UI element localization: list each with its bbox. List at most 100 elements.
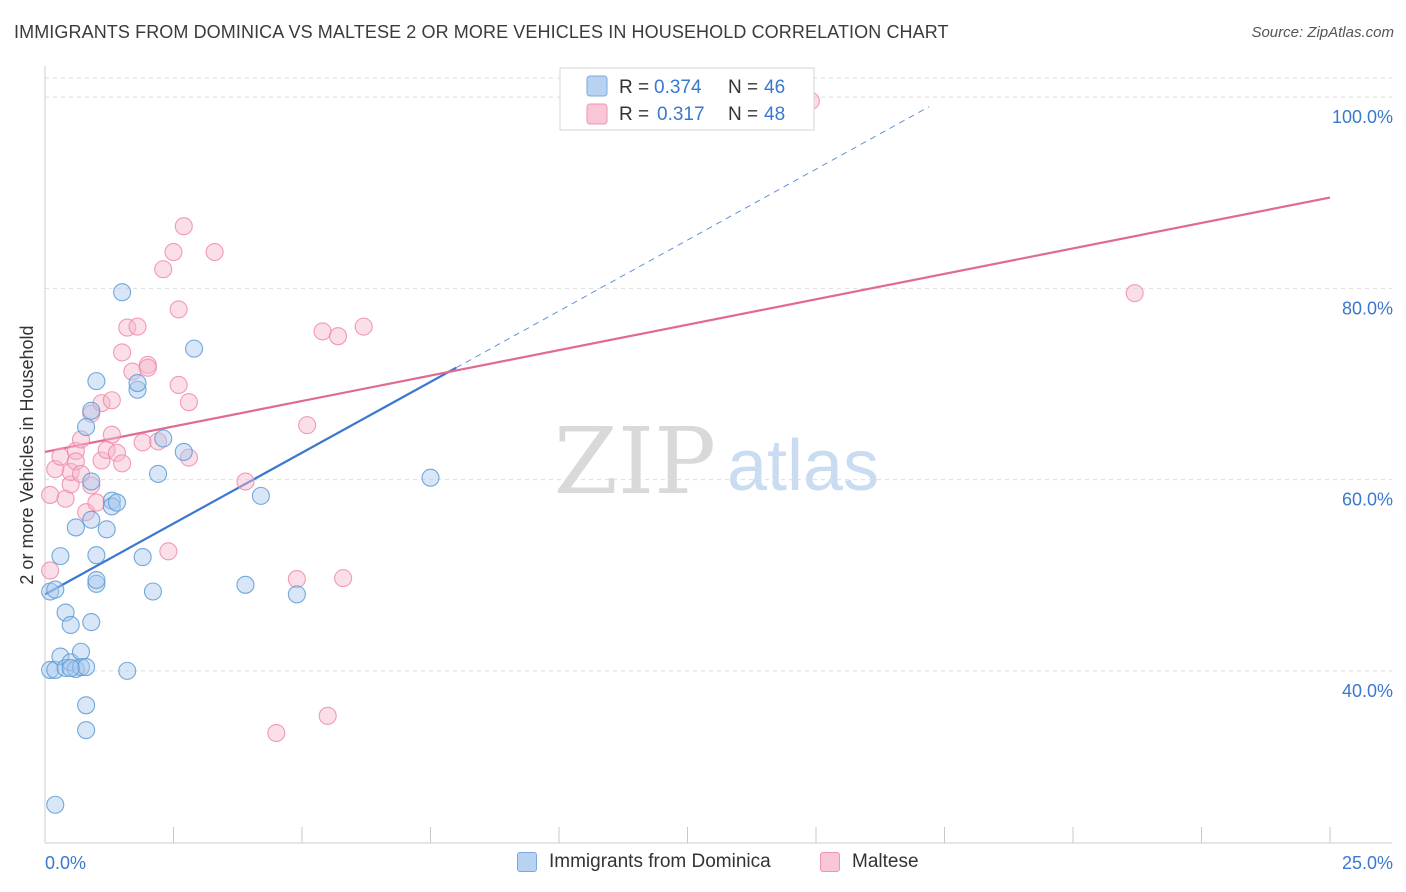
point-dominica-30 [113, 283, 132, 302]
point-dominica-22 [87, 574, 106, 593]
point-dominica-5 [51, 647, 70, 666]
point-dominica-3 [46, 795, 65, 814]
legend-item-dominica[interactable]: Immigrants from Dominica [517, 851, 771, 873]
y-tick-label-3: 100.0% [1332, 107, 1393, 127]
point-maltese-9 [71, 464, 91, 483]
legend-series: Immigrants from Dominica Maltese [0, 851, 1406, 879]
point-dominica-12 [71, 642, 91, 661]
point-maltese-24 [123, 362, 142, 381]
point-maltese-4 [56, 489, 75, 508]
point-maltese-37 [179, 448, 198, 467]
data-points [41, 91, 1144, 814]
legend-swatch-dominica-bottom [517, 852, 537, 872]
tick-labels: 40.0% 60.0% 80.0% 100.0% 0.0% 25.0% [45, 107, 1393, 873]
trend-line-0 [44, 366, 457, 596]
point-dominica-33 [128, 373, 147, 393]
trend-line-1 [44, 196, 1331, 453]
point-dominica-10 [66, 518, 85, 537]
point-maltese-7 [66, 441, 85, 460]
point-maltese-32 [164, 242, 183, 262]
point-dominica-25 [87, 546, 106, 565]
point-maltese-39 [236, 472, 255, 491]
point-maltese-47 [354, 317, 373, 336]
legend-label-dominica: Immigrants from Dominica [549, 851, 771, 872]
point-dominica-8 [61, 615, 80, 635]
point-dominica-29 [107, 493, 127, 512]
point-maltese-40 [267, 723, 286, 743]
point-maltese-3 [51, 447, 70, 466]
y-axis-label: 2 or more Vehicles in Household [17, 325, 37, 584]
point-maltese-26 [133, 433, 152, 452]
point-maltese-16 [92, 394, 111, 413]
point-maltese-13 [82, 476, 101, 495]
legend-item-maltese[interactable]: Maltese [820, 851, 919, 873]
watermark: ZIP atlas [554, 408, 879, 515]
point-dominica-40 [236, 575, 255, 594]
point-maltese-1 [41, 485, 60, 504]
point-dominica-1 [41, 660, 60, 679]
point-dominica-44 [46, 580, 65, 599]
point-maltese-41 [287, 570, 306, 589]
point-maltese-33 [169, 375, 188, 395]
point-dominica-16 [82, 472, 101, 491]
point-maltese-21 [113, 454, 132, 473]
point-maltese-15 [92, 451, 111, 470]
legend-swatch-dominica [586, 75, 608, 97]
point-maltese-45 [328, 327, 348, 346]
point-maltese-42 [298, 416, 317, 435]
point-dominica-19 [77, 417, 96, 437]
trend-lines [44, 106, 1331, 596]
legend-n-value-maltese: 48 [764, 104, 785, 125]
y-tick-label-2: 80.0% [1342, 298, 1393, 318]
watermark-atlas: atlas [727, 426, 879, 506]
legend-r-label-dominica: R = [619, 77, 649, 98]
point-maltese-0 [41, 561, 60, 580]
point-maltese-19 [102, 425, 121, 444]
point-maltese-14 [87, 493, 106, 512]
point-maltese-48 [1125, 284, 1144, 303]
point-dominica-43 [421, 468, 440, 487]
point-maltese-30 [154, 260, 173, 279]
point-dominica-23 [87, 570, 106, 590]
point-dominica-18 [77, 721, 96, 740]
x-tick-label-0: 0.0% [45, 853, 86, 873]
point-maltese-31 [159, 542, 178, 561]
legend-swatch-maltese [586, 103, 608, 125]
point-dominica-45 [61, 658, 80, 678]
point-maltese-18 [102, 391, 121, 410]
point-dominica-35 [143, 582, 162, 601]
point-dominica-34 [133, 548, 152, 567]
point-maltese-29 [149, 432, 168, 451]
chart-title: IMMIGRANTS FROM DOMINICA VS MALTESE 2 OR… [14, 22, 949, 42]
point-maltese-43 [313, 322, 332, 341]
point-dominica-20 [82, 510, 101, 529]
point-maltese-36 [179, 393, 198, 412]
axes [44, 66, 1392, 844]
point-maltese-38 [205, 242, 224, 262]
point-dominica-14 [77, 696, 96, 715]
point-maltese-46 [334, 569, 353, 588]
point-maltese-34 [169, 300, 188, 319]
legend-n-label-dominica: N = [728, 77, 758, 98]
legend-r-label-maltese: R = [619, 104, 649, 125]
legend-label-maltese: Maltese [852, 851, 919, 872]
point-dominica-17 [82, 613, 101, 632]
y-tick-label-1: 60.0% [1342, 490, 1393, 510]
point-maltese-35 [174, 217, 193, 236]
legend-n-value-dominica: 46 [764, 77, 785, 98]
legend-r-value-dominica: 0.374 [654, 77, 702, 98]
x-tick-label-1: 25.0% [1342, 853, 1393, 873]
point-maltese-20 [107, 443, 127, 462]
legend-r-value-maltese: 0.317 [657, 104, 705, 125]
point-maltese-25 [128, 317, 147, 336]
point-dominica-38 [174, 442, 193, 461]
point-dominica-4 [51, 547, 70, 566]
point-dominica-21 [82, 401, 101, 420]
source-label: Source: ZipAtlas.com [1251, 24, 1394, 41]
point-dominica-41 [251, 486, 270, 505]
point-dominica-37 [154, 429, 173, 448]
point-maltese-22 [113, 343, 132, 362]
point-dominica-42 [287, 585, 306, 604]
watermark-zip: ZIP [554, 408, 716, 515]
